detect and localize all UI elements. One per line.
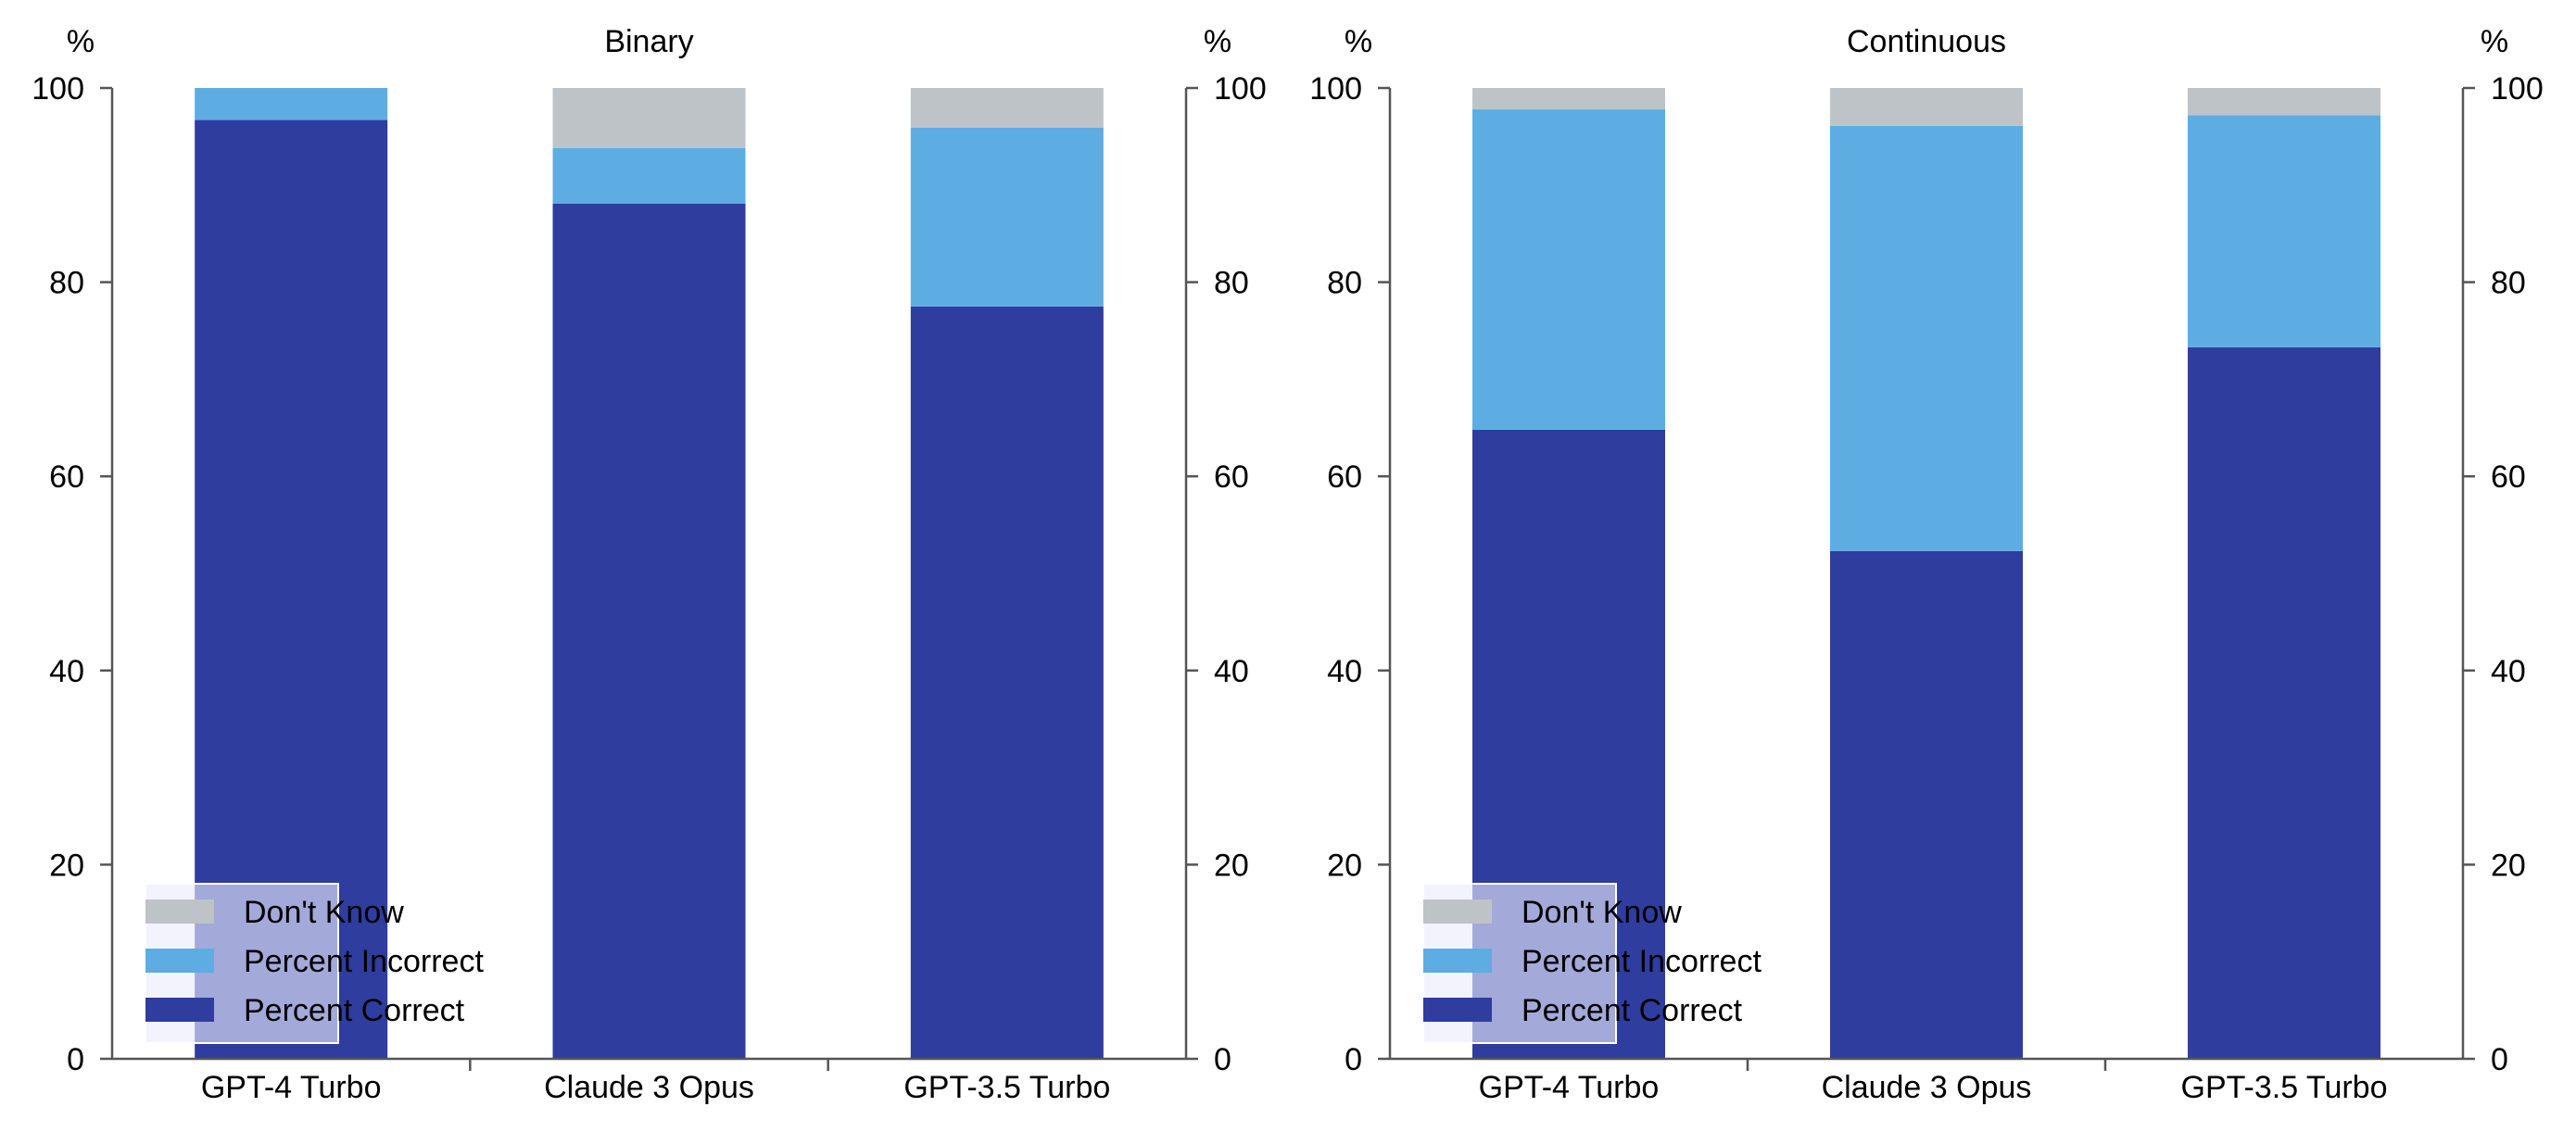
x-tick-label: GPT-3.5 Turbo	[2181, 1070, 2388, 1105]
y-tick-label-left: 100	[1309, 71, 1362, 107]
bar-dont-know-1	[1472, 88, 1665, 110]
bar-incorrect-2	[1830, 125, 2023, 551]
bar-dont-know-3	[910, 88, 1104, 128]
legend-swatch-dont-know	[1423, 899, 1492, 924]
y-tick-label-right: 40	[1214, 654, 1249, 689]
x-tick-label: Claude 3 Opus	[544, 1070, 754, 1105]
y-tick-label-left: 80	[49, 266, 84, 301]
legend-label: Percent Incorrect	[244, 944, 484, 979]
legend-swatch-dont-know	[145, 899, 214, 924]
legend-label: Percent Incorrect	[1522, 944, 1762, 979]
y-tick-label-left: 80	[1327, 266, 1362, 301]
y-tick-label-right: 60	[2491, 459, 2526, 495]
y-axis-unit-right: %	[1204, 24, 1231, 59]
x-tick-label: GPT-4 Turbo	[201, 1070, 382, 1105]
legend-swatch-correct	[1423, 998, 1492, 1022]
x-tick-label: Claude 3 Opus	[1822, 1070, 2032, 1105]
bar-incorrect-2	[552, 147, 746, 204]
legend-label: Percent Correct	[1522, 993, 1743, 1028]
y-tick-label-left: 20	[1327, 848, 1362, 883]
chart-title: Binary	[604, 24, 693, 59]
y-tick-label-right: 0	[2491, 1042, 2508, 1077]
y-axis-unit-right: %	[2481, 24, 2508, 59]
y-tick-label-right: 100	[1214, 71, 1267, 107]
legend-swatch-incorrect	[145, 949, 214, 973]
y-axis-unit-left: %	[1345, 24, 1372, 59]
x-tick-label: GPT-3.5 Turbo	[903, 1070, 1110, 1105]
y-tick-label-right: 60	[1214, 459, 1249, 495]
y-tick-label-right: 20	[2491, 848, 2526, 883]
y-tick-label-right: 80	[2491, 266, 2526, 301]
legend-label: Percent Correct	[244, 993, 465, 1028]
chart-panel-2: 0 0 20 20 40 40 60 60 80 80 100 100 GPT-4 Turbo Claud…	[1309, 24, 2543, 1105]
bar-incorrect-3	[910, 127, 1104, 307]
bar-correct-2	[552, 203, 746, 1059]
legend-swatch-correct	[145, 998, 214, 1022]
bar-dont-know-2	[1830, 88, 2023, 126]
chart-title: Continuous	[1847, 24, 2006, 59]
legend-label: Don't Know	[244, 895, 404, 930]
y-tick-label-left: 20	[49, 848, 84, 883]
legend: Don't Know Percent Incorrect Percent Corre…	[1422, 883, 1762, 1044]
bar-dont-know-2	[552, 88, 746, 148]
y-tick-label-left: 100	[32, 71, 84, 107]
y-tick-label-left: 0	[1345, 1042, 1362, 1077]
legend-swatch-incorrect	[1423, 949, 1492, 973]
y-tick-label-right: 80	[1214, 266, 1249, 301]
y-tick-label-left: 60	[49, 459, 84, 495]
y-tick-label-right: 0	[1214, 1042, 1231, 1077]
bar-incorrect-1	[1472, 109, 1665, 430]
y-tick-label-right: 20	[1214, 848, 1249, 883]
y-tick-label-right: 100	[2491, 71, 2544, 107]
bar-correct-2	[1830, 550, 2023, 1059]
bar-incorrect-1	[195, 88, 388, 120]
y-tick-label-left: 60	[1327, 459, 1362, 495]
chart-panel-1: 0 0 20 20 40 40 60 60 80 80 100 100 GPT-4 Turbo Claud…	[32, 24, 1266, 1105]
y-tick-label-left: 40	[49, 654, 84, 689]
legend-label: Don't Know	[1522, 895, 1682, 930]
y-tick-label-left: 0	[67, 1042, 84, 1077]
bar-correct-3	[910, 306, 1104, 1059]
y-tick-label-right: 40	[2491, 654, 2526, 689]
y-tick-label-left: 40	[1327, 654, 1362, 689]
bar-dont-know-3	[2188, 88, 2380, 116]
y-axis-unit-left: %	[67, 24, 95, 59]
x-tick-label: GPT-4 Turbo	[1479, 1070, 1660, 1105]
legend: Don't Know Percent Incorrect Percent Corre…	[145, 883, 484, 1044]
bar-incorrect-3	[2188, 115, 2380, 347]
bar-correct-3	[2188, 346, 2380, 1059]
